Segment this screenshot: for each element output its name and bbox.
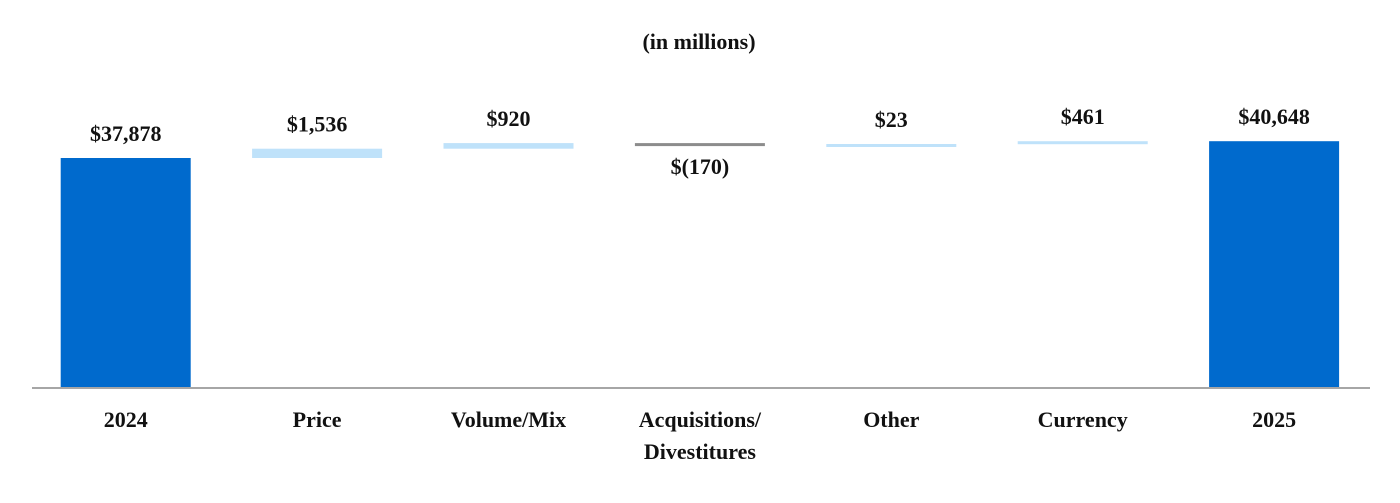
bars-layer	[60, 141, 1340, 388]
category-label-2025: 2025	[1252, 407, 1296, 432]
chart-subtitle: (in millions)	[642, 29, 755, 54]
data-label-currency: $461	[1061, 104, 1105, 129]
data-label-2024: $37,878	[90, 121, 162, 146]
data-label-acquisitions-divestitures: $(170)	[671, 154, 730, 179]
data-label-volume-mix: $920	[487, 106, 531, 131]
bar-2025	[1209, 141, 1340, 388]
bar-acquisitions-divestitures	[634, 143, 765, 147]
category-label-price: Price	[293, 407, 342, 432]
data-label-2025: $40,648	[1238, 104, 1310, 129]
category-label-2024: 2024	[104, 407, 148, 432]
bar-price	[252, 148, 383, 158]
bar-volume-mix	[443, 143, 574, 149]
data-label-other: $23	[875, 107, 908, 132]
category-label-volume-mix: Volume/Mix	[451, 407, 566, 432]
data-labels-layer: $37,878 $1,536 $920 $(170) $23 $461 $40,648	[90, 104, 1310, 179]
category-label-acquisitions-divestitures: Acquisitions/Divestitures	[639, 407, 762, 464]
bar-currency	[1017, 141, 1148, 145]
category-label-other: Other	[863, 407, 919, 432]
data-label-price: $1,536	[287, 112, 348, 137]
bar-other	[826, 144, 957, 147]
bar-2024	[60, 158, 191, 388]
category-label-currency: Currency	[1038, 407, 1128, 432]
category-labels-layer: 2024 Price Volume/Mix Acquisitions/Divestit…	[104, 407, 1296, 464]
